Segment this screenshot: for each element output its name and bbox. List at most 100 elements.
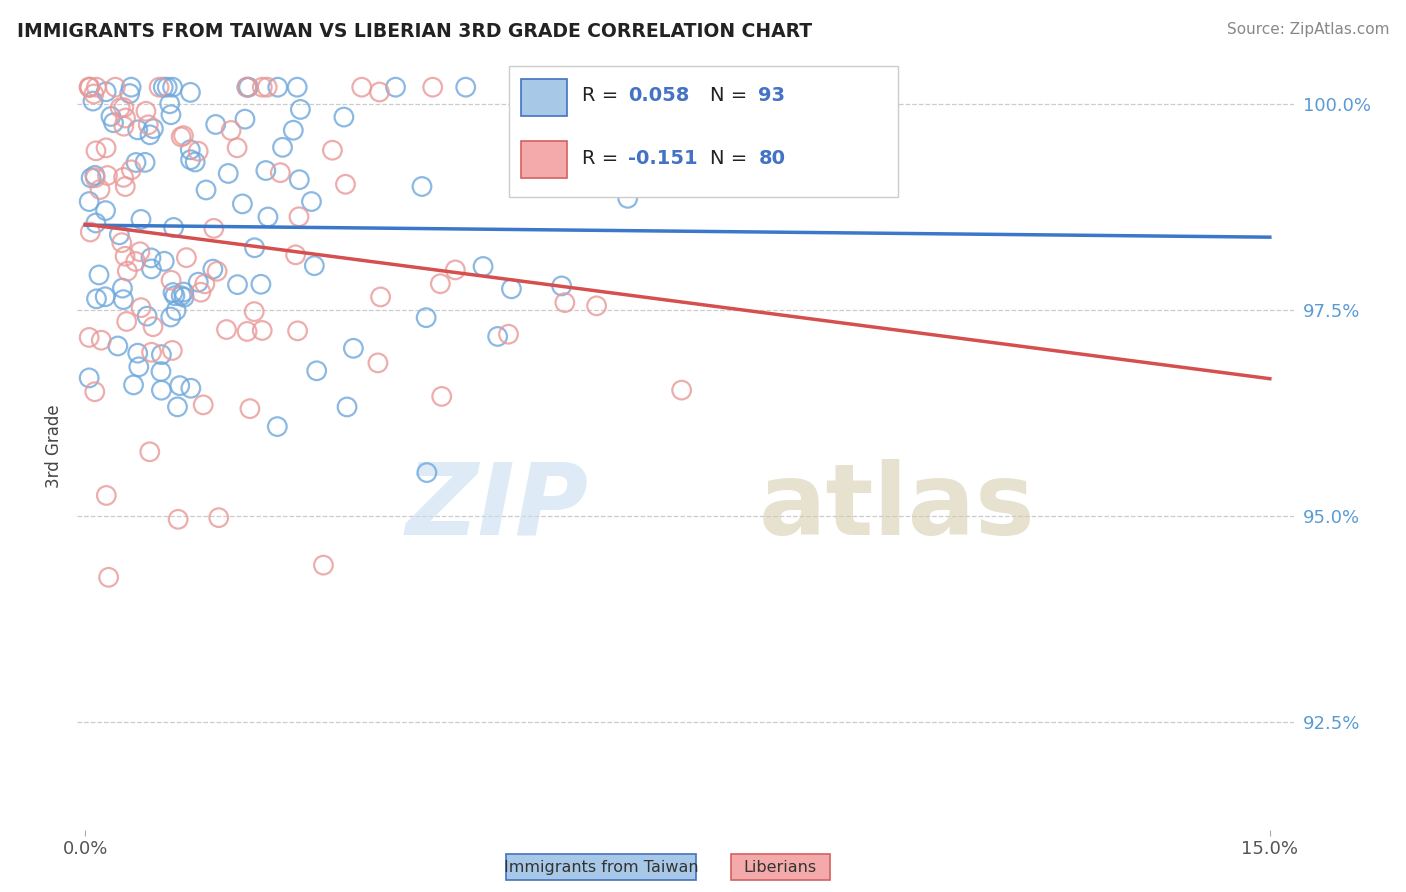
- Point: [77, 80, 100, 95]
- Point: [114, 249, 136, 263]
- Point: [108, 227, 131, 242]
- Text: IMMIGRANTS FROM TAIWAN VS LIBERIAN 3RD GRADE CORRELATION CHART: IMMIGRANTS FROM TAIWAN VS LIBERIAN 3RD G…: [17, 22, 813, 41]
- Point: [152, 80, 174, 95]
- Point: [159, 310, 181, 324]
- Point: [554, 295, 576, 310]
- Point: [139, 445, 162, 459]
- Point: [176, 251, 198, 265]
- Point: [149, 365, 172, 379]
- Point: [233, 112, 256, 127]
- Text: 80: 80: [758, 149, 786, 168]
- Point: [159, 96, 181, 111]
- Point: [384, 80, 406, 95]
- Point: [208, 510, 231, 524]
- Point: [193, 398, 215, 412]
- Point: [117, 264, 139, 278]
- Point: [82, 94, 104, 108]
- Point: [250, 323, 273, 337]
- Point: [139, 128, 162, 142]
- Point: [148, 80, 170, 95]
- Point: [231, 197, 253, 211]
- Point: [162, 80, 184, 95]
- Point: [290, 103, 312, 117]
- Point: [238, 80, 260, 95]
- Point: [187, 275, 209, 289]
- Point: [367, 356, 389, 370]
- Point: [252, 80, 274, 95]
- Point: [312, 558, 335, 573]
- Point: [285, 80, 308, 95]
- Point: [150, 348, 173, 362]
- Point: [266, 419, 288, 434]
- Point: [501, 282, 523, 296]
- Point: [114, 111, 136, 125]
- Point: [160, 108, 183, 122]
- Point: [444, 263, 467, 277]
- Point: [84, 144, 107, 158]
- Point: [167, 512, 190, 526]
- Point: [129, 244, 152, 259]
- Point: [217, 166, 239, 180]
- Point: [163, 289, 186, 303]
- Point: [195, 183, 218, 197]
- Point: [250, 277, 273, 292]
- Point: [127, 123, 149, 137]
- Point: [239, 401, 262, 416]
- Point: [124, 254, 146, 268]
- Point: [80, 170, 103, 185]
- Point: [204, 118, 226, 132]
- Point: [84, 216, 107, 230]
- Point: [335, 178, 357, 192]
- Point: [254, 163, 277, 178]
- Point: [83, 87, 105, 101]
- Point: [120, 162, 142, 177]
- Point: [215, 322, 238, 336]
- Point: [498, 327, 520, 342]
- Point: [236, 325, 259, 339]
- Point: [153, 254, 176, 268]
- Point: [187, 145, 209, 159]
- Text: 93: 93: [758, 86, 786, 105]
- Point: [87, 268, 110, 282]
- Point: [226, 141, 249, 155]
- Point: [150, 383, 173, 397]
- FancyBboxPatch shape: [522, 79, 568, 116]
- Point: [162, 343, 184, 358]
- Point: [179, 86, 201, 100]
- Point: [94, 203, 117, 218]
- Point: [180, 381, 202, 395]
- Point: [86, 292, 108, 306]
- Point: [257, 210, 280, 224]
- FancyBboxPatch shape: [522, 141, 568, 178]
- Point: [190, 285, 212, 300]
- FancyBboxPatch shape: [509, 66, 898, 197]
- Point: [97, 570, 120, 584]
- Point: [125, 155, 148, 169]
- Point: [112, 101, 135, 115]
- Point: [180, 153, 202, 167]
- Point: [107, 339, 129, 353]
- Point: [160, 273, 183, 287]
- Text: Source: ZipAtlas.com: Source: ZipAtlas.com: [1226, 22, 1389, 37]
- Point: [127, 346, 149, 360]
- Point: [173, 290, 195, 304]
- Point: [118, 87, 141, 101]
- Point: [550, 279, 572, 293]
- Text: Liberians: Liberians: [744, 860, 817, 874]
- Point: [100, 110, 122, 124]
- Point: [84, 170, 107, 185]
- Point: [156, 80, 179, 95]
- Point: [112, 119, 135, 133]
- Text: Immigrants from Taiwan: Immigrants from Taiwan: [505, 860, 699, 874]
- Point: [139, 251, 162, 265]
- Point: [288, 172, 311, 186]
- Point: [368, 85, 391, 99]
- Point: [104, 80, 127, 95]
- Point: [142, 121, 165, 136]
- Point: [243, 304, 266, 318]
- Point: [236, 80, 259, 95]
- Point: [236, 80, 259, 95]
- Point: [219, 123, 242, 137]
- Point: [429, 277, 451, 291]
- Point: [77, 371, 100, 385]
